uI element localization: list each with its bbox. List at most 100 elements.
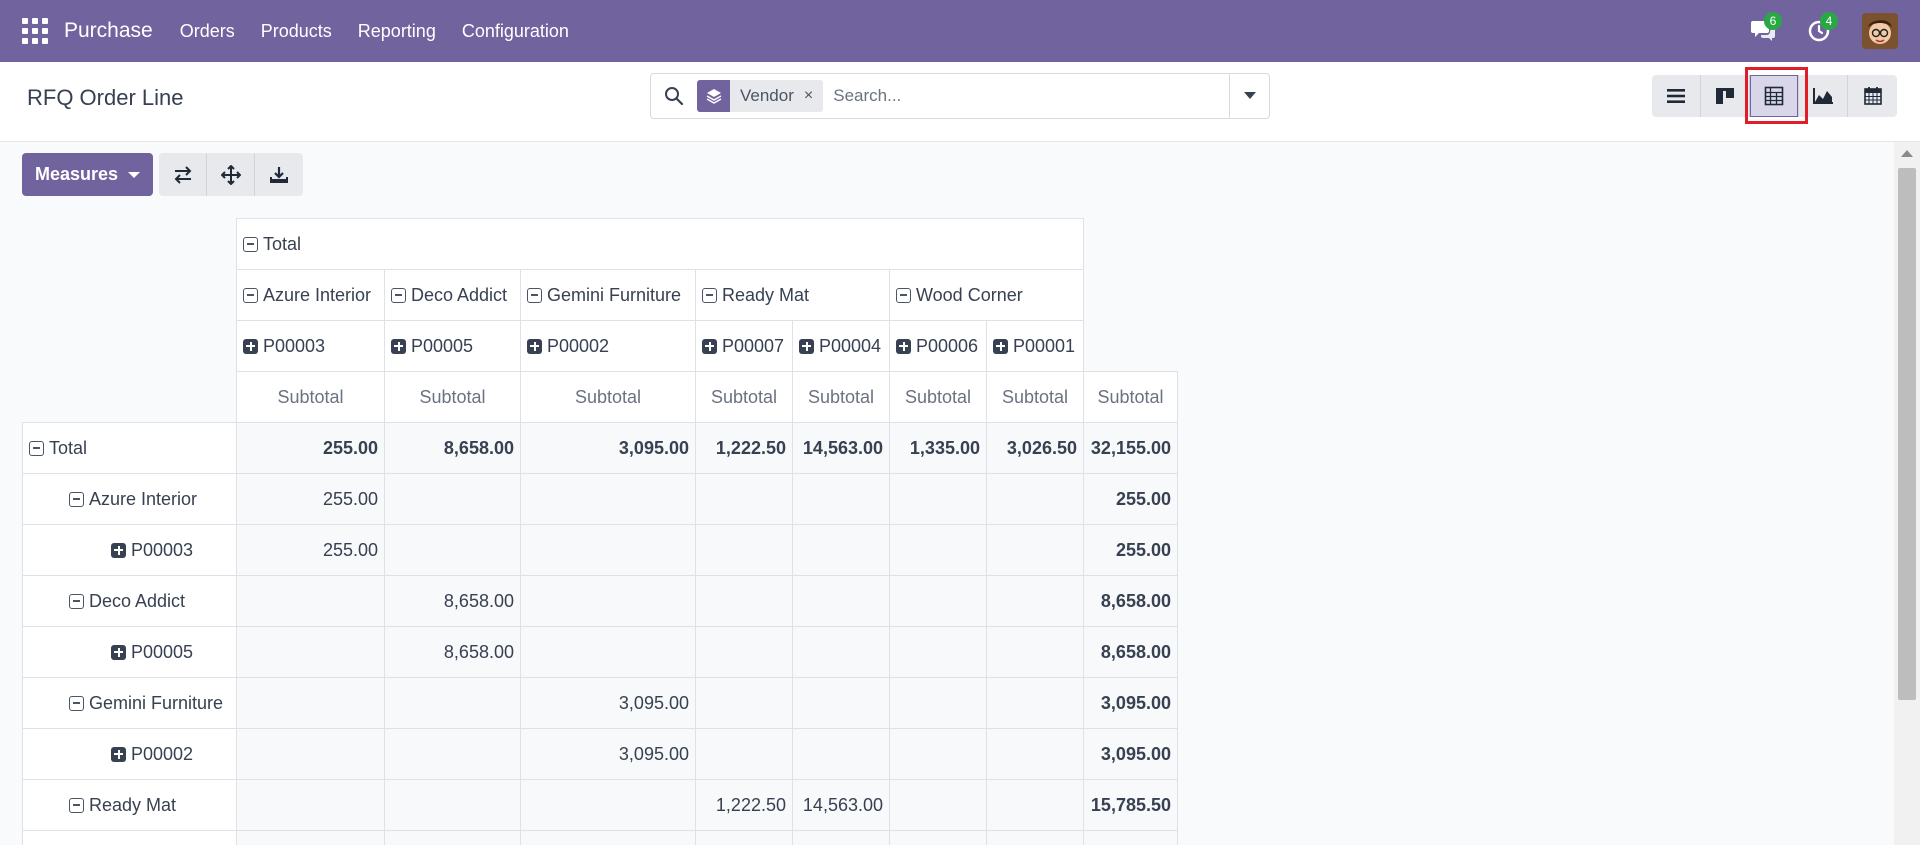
- pivot-cell[interactable]: 3,095.00: [520, 677, 696, 729]
- col-header-order[interactable]: P00006: [889, 320, 987, 372]
- pivot-cell[interactable]: [792, 575, 890, 627]
- row-header-vendor[interactable]: Ready Mat: [22, 779, 237, 831]
- pivot-cell-total[interactable]: 15,785.50: [1083, 779, 1178, 831]
- pivot-cell-total[interactable]: 8,658.00: [1083, 575, 1178, 627]
- row-header-vendor[interactable]: Gemini Furniture: [22, 677, 237, 729]
- col-header-total[interactable]: Total: [236, 218, 1084, 270]
- pivot-cell[interactable]: [695, 575, 793, 627]
- apps-menu-icon[interactable]: [22, 18, 48, 44]
- pivot-cell[interactable]: 3,026.50: [986, 422, 1084, 474]
- measure-header[interactable]: Subtotal: [1083, 371, 1178, 423]
- pivot-cell[interactable]: [384, 779, 521, 831]
- pivot-cell[interactable]: [792, 524, 890, 576]
- pivot-cell[interactable]: 1,335.00: [889, 422, 987, 474]
- pivot-cell[interactable]: [384, 473, 521, 525]
- pivot-cell[interactable]: 14,563.00: [792, 422, 890, 474]
- col-header-order[interactable]: P00004: [792, 320, 890, 372]
- row-header-order[interactable]: P00002: [22, 728, 237, 780]
- pivot-cell[interactable]: 1,222.50: [695, 779, 793, 831]
- col-header-order[interactable]: P00003: [236, 320, 385, 372]
- pivot-cell[interactable]: [792, 626, 890, 678]
- pivot-cell[interactable]: [236, 677, 385, 729]
- pivot-cell[interactable]: [986, 677, 1084, 729]
- col-header-order[interactable]: P00001: [986, 320, 1084, 372]
- pivot-cell[interactable]: [889, 677, 987, 729]
- row-header-vendor[interactable]: Azure Interior: [22, 473, 237, 525]
- menu-reporting[interactable]: Reporting: [357, 20, 436, 41]
- col-header-vendor[interactable]: Wood Corner: [889, 269, 1084, 321]
- pivot-cell[interactable]: 255.00: [236, 422, 385, 474]
- pivot-cell[interactable]: [520, 779, 696, 831]
- pivot-cell[interactable]: [695, 626, 793, 678]
- pivot-cell[interactable]: [695, 728, 793, 780]
- graph-view-button[interactable]: [1799, 75, 1848, 117]
- measure-header[interactable]: Subtotal: [695, 371, 793, 423]
- calendar-view-button[interactable]: [1848, 75, 1897, 117]
- search-icon[interactable]: [651, 74, 697, 118]
- download-button[interactable]: [255, 153, 303, 196]
- facet-remove-button[interactable]: ×: [803, 87, 814, 104]
- col-header-vendor[interactable]: Ready Mat: [695, 269, 890, 321]
- pivot-cell[interactable]: [520, 626, 696, 678]
- search-bar[interactable]: Vendor ×: [650, 73, 1270, 119]
- row-header-order[interactable]: P00005: [22, 626, 237, 678]
- pivot-cell-total[interactable]: 3,095.00: [1083, 728, 1178, 780]
- pivot-cell[interactable]: [889, 524, 987, 576]
- row-header-total[interactable]: Total: [22, 422, 237, 474]
- vertical-scrollbar[interactable]: [1894, 142, 1920, 845]
- pivot-cell[interactable]: [384, 728, 521, 780]
- pivot-cell[interactable]: [986, 473, 1084, 525]
- row-header-order[interactable]: P00003: [22, 524, 237, 576]
- pivot-cell[interactable]: [792, 677, 890, 729]
- col-header-order[interactable]: P00002: [520, 320, 696, 372]
- pivot-cell[interactable]: [889, 728, 987, 780]
- pivot-cell[interactable]: [236, 626, 385, 678]
- pivot-cell[interactable]: [986, 626, 1084, 678]
- pivot-cell[interactable]: [236, 779, 385, 831]
- pivot-cell[interactable]: 14,563.00: [792, 779, 890, 831]
- pivot-cell[interactable]: 3,095.00: [520, 422, 696, 474]
- measure-header[interactable]: Subtotal: [889, 371, 987, 423]
- row-header-vendor[interactable]: Deco Addict: [22, 575, 237, 627]
- pivot-cell-total[interactable]: 32,155.00: [1083, 422, 1178, 474]
- scrollbar-thumb[interactable]: [1898, 168, 1916, 700]
- list-view-button[interactable]: [1652, 75, 1701, 117]
- search-input[interactable]: [823, 76, 1229, 116]
- pivot-cell[interactable]: [520, 524, 696, 576]
- pivot-cell[interactable]: 255.00: [236, 524, 385, 576]
- measure-header[interactable]: Subtotal: [384, 371, 521, 423]
- expand-all-button[interactable]: [207, 153, 255, 196]
- pivot-cell[interactable]: 8,658.00: [384, 626, 521, 678]
- pivot-cell[interactable]: [986, 575, 1084, 627]
- pivot-cell[interactable]: [520, 575, 696, 627]
- measures-button[interactable]: Measures: [22, 153, 153, 196]
- activities-button[interactable]: 4: [1804, 12, 1838, 46]
- col-header-order[interactable]: P00007: [695, 320, 793, 372]
- pivot-cell[interactable]: [792, 473, 890, 525]
- pivot-cell[interactable]: [236, 575, 385, 627]
- pivot-cell[interactable]: [889, 473, 987, 525]
- measure-header[interactable]: Subtotal: [986, 371, 1084, 423]
- col-header-vendor[interactable]: Azure Interior: [236, 269, 385, 321]
- pivot-cell[interactable]: [695, 524, 793, 576]
- measure-header[interactable]: Subtotal: [792, 371, 890, 423]
- pivot-cell[interactable]: [889, 626, 987, 678]
- pivot-cell[interactable]: 3,095.00: [520, 728, 696, 780]
- pivot-cell[interactable]: [236, 728, 385, 780]
- pivot-view-button[interactable]: [1750, 75, 1799, 117]
- measure-header[interactable]: Subtotal: [236, 371, 385, 423]
- pivot-cell[interactable]: 8,658.00: [384, 575, 521, 627]
- pivot-cell[interactable]: [695, 473, 793, 525]
- app-brand[interactable]: Purchase: [64, 19, 153, 42]
- messages-button[interactable]: 6: [1748, 12, 1782, 46]
- pivot-cell[interactable]: 255.00: [236, 473, 385, 525]
- menu-configuration[interactable]: Configuration: [461, 20, 569, 41]
- col-header-vendor[interactable]: Deco Addict: [384, 269, 521, 321]
- menu-orders[interactable]: Orders: [179, 20, 235, 41]
- kanban-view-button[interactable]: [1701, 75, 1750, 117]
- pivot-cell[interactable]: 1,222.50: [695, 422, 793, 474]
- col-header-vendor[interactable]: Gemini Furniture: [520, 269, 696, 321]
- menu-products[interactable]: Products: [260, 20, 332, 41]
- pivot-cell-total[interactable]: 8,658.00: [1083, 626, 1178, 678]
- pivot-cell[interactable]: [889, 779, 987, 831]
